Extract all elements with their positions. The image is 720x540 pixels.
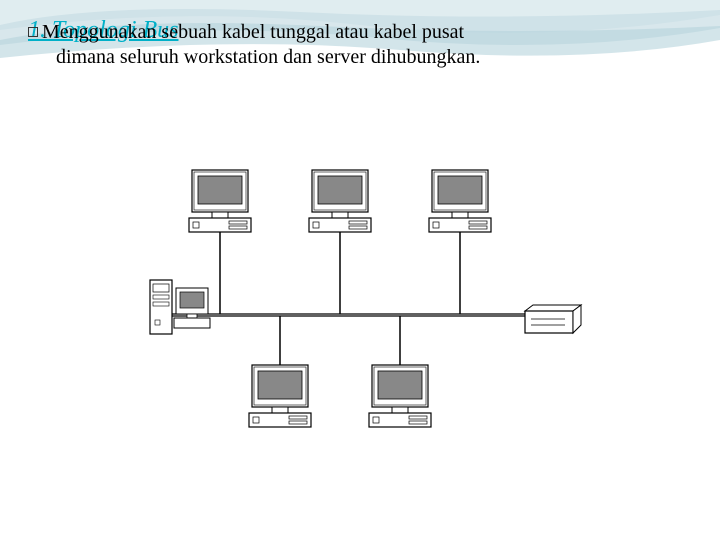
bullet-square-icon — [28, 27, 38, 37]
title-block: 1. Topologi Bus Menggunakan sebuah kabel… — [28, 18, 688, 69]
body-line-2: dimana seluruh workstation dan server di… — [56, 46, 688, 69]
body-line-1-text: Menggunakan sebuah kabel tunggal atau ka… — [42, 21, 464, 43]
body-line-1: Menggunakan sebuah kabel tunggal atau ka… — [28, 21, 464, 43]
bus-topology-diagram — [130, 160, 600, 460]
